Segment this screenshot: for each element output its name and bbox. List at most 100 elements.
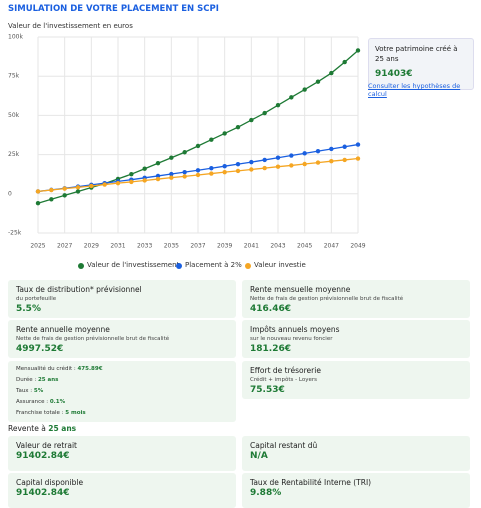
credit-value: 0.1% xyxy=(49,399,66,405)
card-value: 9.88% xyxy=(250,488,282,498)
point xyxy=(35,201,41,206)
card-note: Crédit + impôts - Loyers xyxy=(250,377,317,383)
credit-row: Mensualité du crédit : 475.89€ xyxy=(16,366,103,372)
credit-label: Franchise totale : xyxy=(16,410,64,416)
point xyxy=(235,161,241,167)
point xyxy=(302,87,307,92)
summary-box: Votre patrimoine créé à 25 ans 91403€ xyxy=(368,38,474,90)
point xyxy=(235,124,241,130)
credit-card: Mensualité du crédit : 475.89€ Durée : 25… xyxy=(8,361,236,422)
summary-label: Votre patrimoine créé à 25 ans xyxy=(375,45,458,63)
point xyxy=(182,169,187,175)
point xyxy=(62,193,67,198)
resale-card: Taux de Rentabilité Interne (TRI) 9.88% xyxy=(242,473,470,508)
x-tick-label: 2047 xyxy=(324,243,339,250)
card-note: Nette de frais de gestion prévisionnelle… xyxy=(250,296,404,302)
point xyxy=(35,189,41,194)
point xyxy=(315,79,321,84)
info-card: Rente mensuelle moyenne Nette de frais de… xyxy=(242,280,470,318)
point xyxy=(49,197,54,202)
point xyxy=(249,167,254,172)
point xyxy=(182,150,187,155)
subtitle: Valeur de l'investissement en euros xyxy=(8,22,133,30)
point xyxy=(275,164,281,169)
card-value: N/A xyxy=(250,451,268,461)
y-tick-label: 25k xyxy=(8,151,20,158)
point xyxy=(75,185,81,190)
point xyxy=(129,172,134,177)
point xyxy=(342,157,347,163)
card-title: Valeur de retrait xyxy=(16,441,77,450)
x-tick-label: 2039 xyxy=(217,243,232,250)
legend-label: Valeur investie xyxy=(254,261,306,269)
point xyxy=(315,148,321,154)
credit-row: Franchise totale : 5 mois xyxy=(16,410,86,416)
credit-label: Durée : xyxy=(16,377,37,383)
point xyxy=(262,110,267,116)
resale-card: Capital restant dû N/A xyxy=(242,436,470,471)
hypotheses-link[interactable]: Consulter les hypothèses de calcul xyxy=(368,82,461,98)
y-tick-label: -25k xyxy=(8,230,22,237)
point xyxy=(89,183,94,189)
point xyxy=(222,169,227,175)
point xyxy=(142,166,147,171)
point xyxy=(302,151,307,156)
point xyxy=(209,166,214,171)
point xyxy=(195,143,201,149)
y-tick-label: 100k xyxy=(8,34,23,41)
legend-label: Valeur de l'investissement xyxy=(87,261,180,269)
card-title: Rente annuelle moyenne xyxy=(16,325,110,334)
chart: -25k 0 25k 50k 75k 100k 2025 2027 2029 2031 2033 20… xyxy=(8,34,366,250)
card-value: 91402.84€ xyxy=(16,488,70,498)
point xyxy=(249,159,254,165)
point xyxy=(355,156,361,161)
credit-value: 25 ans xyxy=(37,377,59,383)
card-value: 75.53€ xyxy=(250,385,285,395)
point xyxy=(289,95,294,100)
point xyxy=(342,144,347,149)
y-tick-label: 50k xyxy=(8,112,20,119)
x-tick-label: 2043 xyxy=(270,243,285,250)
info-card: Rente annuelle moyenne Nette de frais de … xyxy=(8,320,236,358)
x-tick-label: 2035 xyxy=(164,243,179,250)
card-title: Impôts annuels moyens xyxy=(250,325,340,334)
point xyxy=(262,157,267,163)
point xyxy=(355,142,361,147)
card-note: Nette de frais de gestion prévisionnelle… xyxy=(16,336,170,342)
info-card: Taux de distribution* prévisionnel du por… xyxy=(8,280,236,318)
card-title: Effort de trésorerie xyxy=(250,366,321,375)
point xyxy=(169,171,174,177)
resale-label: Revente à xyxy=(8,424,46,433)
card-note: sur le nouveau revenu foncier xyxy=(250,336,333,342)
card-value: 416.46€ xyxy=(250,304,291,314)
title: SIMULATION DE VOTRE PLACEMENT EN SCPI xyxy=(8,4,219,14)
card-title: Capital disponible xyxy=(16,478,84,487)
credit-row: Taux : 5% xyxy=(16,388,43,394)
credit-label: Assurance : xyxy=(16,399,49,405)
card-title: Taux de Rentabilité Interne (TRI) xyxy=(250,478,372,487)
legend-dot xyxy=(78,263,84,269)
point xyxy=(142,178,147,183)
credit-row: Durée : 25 ans xyxy=(16,377,58,383)
point xyxy=(289,163,294,168)
x-tick-label: 2037 xyxy=(190,243,205,250)
card-title: Capital restant dû xyxy=(250,441,318,450)
card-value: 4997.52€ xyxy=(16,344,64,354)
point xyxy=(342,59,347,65)
point xyxy=(302,161,307,167)
credit-row: Assurance : 0.1% xyxy=(16,399,65,405)
info-card: Effort de trésorerie Crédit + impôts - Lo… xyxy=(242,361,470,399)
point xyxy=(62,186,67,191)
point xyxy=(235,168,241,174)
point xyxy=(155,161,161,166)
x-tick-label: 2029 xyxy=(84,243,99,250)
card-note: du portefeuille xyxy=(16,296,57,302)
card-value: 91402.84€ xyxy=(16,451,70,461)
point xyxy=(209,137,214,142)
resale-card: Capital disponible 91402.84€ xyxy=(8,473,236,508)
point xyxy=(195,168,201,173)
point xyxy=(275,155,281,160)
resale-value: 25 ans xyxy=(48,424,77,433)
x-tick-label: 2025 xyxy=(30,243,45,250)
